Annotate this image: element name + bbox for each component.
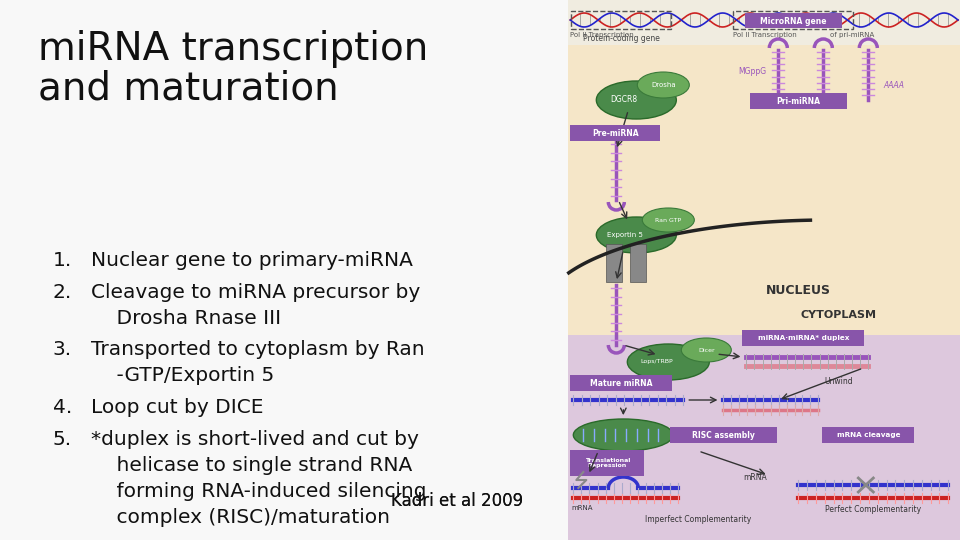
Bar xyxy=(607,244,622,282)
FancyBboxPatch shape xyxy=(823,427,914,443)
Text: 1.: 1. xyxy=(53,251,72,270)
Text: miRNA transcription: miRNA transcription xyxy=(38,30,428,68)
Text: of pri-miRNA: of pri-miRNA xyxy=(830,32,875,38)
Text: MicroRNA gene: MicroRNA gene xyxy=(760,17,827,25)
Text: miRNA·miRNA* duplex: miRNA·miRNA* duplex xyxy=(757,335,849,341)
Text: and maturation: and maturation xyxy=(38,70,339,108)
FancyBboxPatch shape xyxy=(745,13,842,28)
Bar xyxy=(568,45,960,340)
Text: *duplex is short-lived and cut by: *duplex is short-lived and cut by xyxy=(91,429,420,449)
Text: 2.: 2. xyxy=(53,282,72,302)
Bar xyxy=(568,335,960,540)
Text: 3.: 3. xyxy=(53,340,72,359)
Text: complex (RISC)/maturation: complex (RISC)/maturation xyxy=(91,508,390,527)
Text: MGppG: MGppG xyxy=(738,68,766,77)
Text: mRNA cleavage: mRNA cleavage xyxy=(836,432,900,438)
Text: Lops/TRBP: Lops/TRBP xyxy=(640,360,673,365)
FancyBboxPatch shape xyxy=(570,375,672,391)
Text: Loop cut by DICE: Loop cut by DICE xyxy=(91,398,264,417)
Text: Perfect Complementarity: Perfect Complementarity xyxy=(826,505,922,514)
Text: Dicer: Dicer xyxy=(698,348,714,353)
Text: AAAA: AAAA xyxy=(883,80,904,90)
Text: Imperfect Complementarity: Imperfect Complementarity xyxy=(645,516,752,524)
FancyBboxPatch shape xyxy=(742,330,864,346)
Text: Pol II Transcription: Pol II Transcription xyxy=(570,32,634,38)
Text: helicase to single strand RNA: helicase to single strand RNA xyxy=(91,456,413,475)
Text: -GTP/Exportin 5: -GTP/Exportin 5 xyxy=(91,367,275,386)
Text: 4.: 4. xyxy=(53,398,72,417)
Ellipse shape xyxy=(637,72,689,98)
Text: Cleavage to miRNA precursor by: Cleavage to miRNA precursor by xyxy=(91,282,420,302)
Text: Transported to cytoplasm by Ran: Transported to cytoplasm by Ran xyxy=(91,340,425,359)
Text: Pre-miRNA: Pre-miRNA xyxy=(592,129,638,138)
Text: Pol II Transcription: Pol II Transcription xyxy=(733,32,797,38)
Text: Nuclear gene to primary-miRNA: Nuclear gene to primary-miRNA xyxy=(91,251,413,270)
Text: Kadri et al 2009: Kadri et al 2009 xyxy=(391,492,523,510)
Ellipse shape xyxy=(596,217,676,253)
Bar xyxy=(568,0,960,50)
FancyBboxPatch shape xyxy=(751,93,848,109)
Text: mRNA: mRNA xyxy=(571,505,593,511)
Text: NUCLEUS: NUCLEUS xyxy=(766,284,830,296)
Text: Mature miRNA: Mature miRNA xyxy=(590,379,653,388)
Text: Drosha Rnase III: Drosha Rnase III xyxy=(91,309,281,328)
Ellipse shape xyxy=(682,338,732,362)
Ellipse shape xyxy=(642,208,694,232)
FancyBboxPatch shape xyxy=(570,450,644,476)
Ellipse shape xyxy=(627,344,709,380)
Text: mRNA: mRNA xyxy=(743,474,767,483)
Bar xyxy=(631,244,646,282)
Text: Translational
Repression: Translational Repression xyxy=(585,457,630,468)
Text: Unwind: Unwind xyxy=(824,377,852,387)
Ellipse shape xyxy=(596,81,676,119)
Text: Protein-coding gene: Protein-coding gene xyxy=(583,34,660,43)
Ellipse shape xyxy=(573,419,673,451)
Text: 5.: 5. xyxy=(53,429,72,449)
Text: CYTOPLASM: CYTOPLASM xyxy=(801,310,876,320)
FancyBboxPatch shape xyxy=(570,125,660,141)
Text: Pri-miRNA: Pri-miRNA xyxy=(777,97,820,105)
Text: Kadri et al 2009: Kadri et al 2009 xyxy=(391,492,523,510)
Text: Ran GTP: Ran GTP xyxy=(656,218,682,222)
Text: Drosha: Drosha xyxy=(651,82,676,88)
Text: DGCR8: DGCR8 xyxy=(610,94,636,104)
Text: forming RNA-induced silencing: forming RNA-induced silencing xyxy=(91,482,426,501)
Text: RISC assembly: RISC assembly xyxy=(692,430,755,440)
Text: Exportin 5: Exportin 5 xyxy=(608,232,643,238)
FancyBboxPatch shape xyxy=(670,427,778,443)
